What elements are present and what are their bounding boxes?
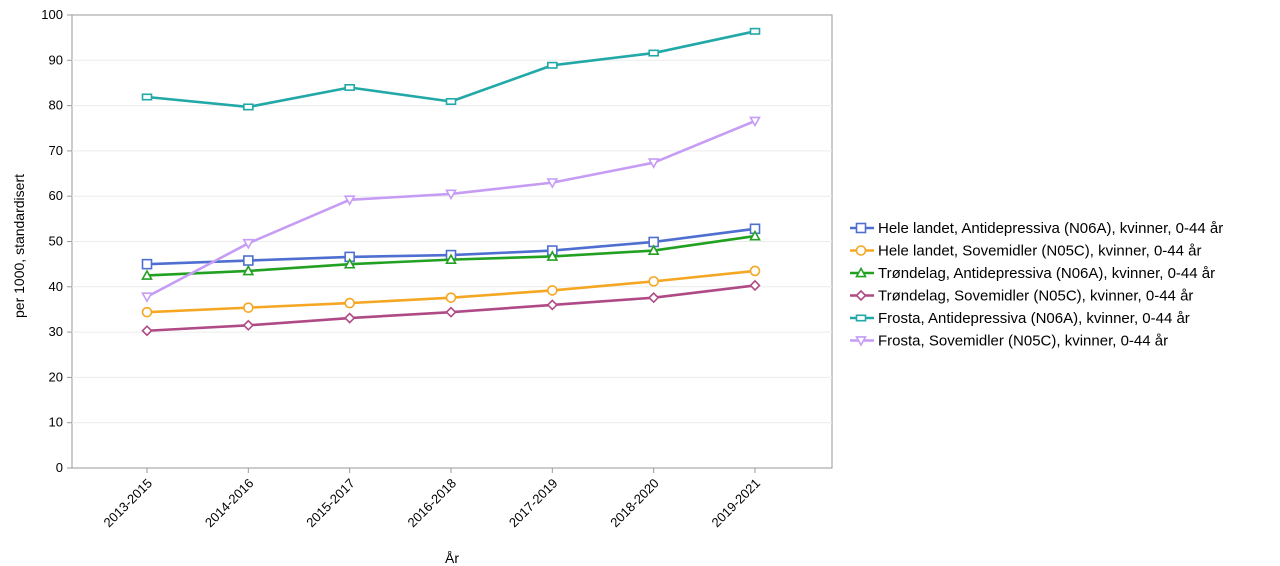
y-tick-label: 70 [49, 143, 63, 158]
y-tick-label: 50 [49, 234, 63, 249]
y-axis-title: per 1000, standardisert [11, 174, 27, 318]
legend-marker [855, 336, 867, 347]
data-point [344, 297, 355, 309]
data-point [648, 49, 659, 57]
y-tick-label: 20 [49, 369, 63, 384]
legend-item[interactable]: Frosta, Antidepressiva (N06A), kvinner, … [850, 310, 1190, 327]
y-axis-ticks: 0 10 20 30 40 50 60 70 80 90 100 [41, 7, 72, 475]
data-point [445, 292, 457, 303]
data-point [141, 258, 153, 270]
series-4 [141, 279, 761, 337]
data-point [648, 276, 659, 287]
legend-label: Frosta, Sovemidler (N05C), kvinner, 0-44… [878, 333, 1168, 350]
series-lines [141, 27, 761, 337]
data-point [141, 306, 153, 318]
data-point [749, 116, 761, 128]
data-point [445, 306, 457, 318]
x-tick-label: 2018-2020 [607, 476, 662, 531]
y-tick-label: 0 [56, 460, 63, 475]
x-tick-label: 2017-2019 [506, 476, 561, 531]
series-2 [141, 265, 761, 318]
x-tick-label: 2014-2016 [202, 476, 257, 531]
data-point [546, 250, 559, 261]
data-point [749, 265, 761, 277]
data-point [344, 83, 355, 91]
data-point [242, 264, 255, 276]
legend-marker [855, 222, 867, 234]
data-point [547, 61, 558, 69]
y-tick-label: 80 [49, 98, 63, 113]
y-tick-label: 60 [49, 188, 63, 203]
legend-item[interactable]: Frosta, Sovemidler (N05C), kvinner, 0-44… [850, 333, 1168, 350]
series-5 [141, 27, 761, 111]
data-point [546, 178, 559, 189]
series-3 [141, 229, 761, 280]
data-point [647, 244, 660, 255]
data-point [242, 319, 254, 331]
legend-item[interactable]: Hele landet, Antidepressiva (N06A), kvin… [850, 220, 1223, 237]
legend-item[interactable]: Trøndelag, Antidepressiva (N06A), kvinne… [850, 265, 1215, 282]
legend-label: Hele landet, Antidepressiva (N06A), kvin… [878, 220, 1223, 237]
data-point [647, 158, 660, 169]
data-point [648, 292, 660, 304]
data-point [141, 269, 153, 280]
data-point [343, 195, 356, 206]
x-tick-label: 2013-2015 [101, 476, 156, 531]
data-point [547, 285, 558, 296]
data-point [749, 27, 761, 35]
legend-label: Trøndelag, Antidepressiva (N06A), kvinne… [878, 265, 1215, 282]
y-tick-label: 10 [49, 415, 63, 430]
legend-marker [855, 245, 867, 256]
data-point [243, 103, 254, 111]
x-tick-label: 2015-2017 [303, 476, 358, 531]
legend-label: Trøndelag, Sovemidler (N05C), kvinner, 0… [878, 288, 1193, 305]
data-point [749, 279, 761, 292]
data-point [141, 292, 153, 303]
x-axis-title: År [445, 550, 459, 566]
data-point [243, 255, 254, 266]
y-tick-label: 30 [49, 324, 63, 339]
series-6 [141, 116, 761, 303]
data-point [141, 325, 153, 337]
legend-item[interactable]: Hele landet, Sovemidler (N05C), kvinner,… [850, 243, 1201, 260]
data-point [445, 253, 457, 265]
data-point [243, 302, 254, 313]
legend: Hele landet, Antidepressiva (N06A), kvin… [850, 220, 1223, 350]
x-axis-ticks: 2013-2015 2014-2016 2015-2017 2016-2018 2017… [101, 468, 764, 531]
data-point [344, 312, 356, 324]
x-tick-label: 2016-2018 [405, 476, 460, 531]
data-point [343, 258, 356, 269]
legend-marker [855, 314, 867, 322]
legend-marker [855, 266, 867, 278]
legend-label: Frosta, Antidepressiva (N06A), kvinner, … [878, 310, 1190, 327]
data-point [141, 93, 153, 101]
y-tick-label: 100 [41, 7, 63, 22]
y-tick-label: 40 [49, 279, 63, 294]
data-point [546, 299, 558, 311]
data-point [445, 98, 457, 106]
data-point [242, 238, 255, 250]
y-tick-label: 90 [49, 52, 63, 67]
x-tick-label: 2019-2021 [709, 476, 764, 531]
data-point [445, 189, 457, 201]
legend-item[interactable]: Trøndelag, Sovemidler (N05C), kvinner, 0… [850, 288, 1193, 305]
data-point [749, 229, 761, 241]
legend-label: Hele landet, Sovemidler (N05C), kvinner,… [878, 243, 1201, 260]
legend-marker [855, 289, 867, 302]
